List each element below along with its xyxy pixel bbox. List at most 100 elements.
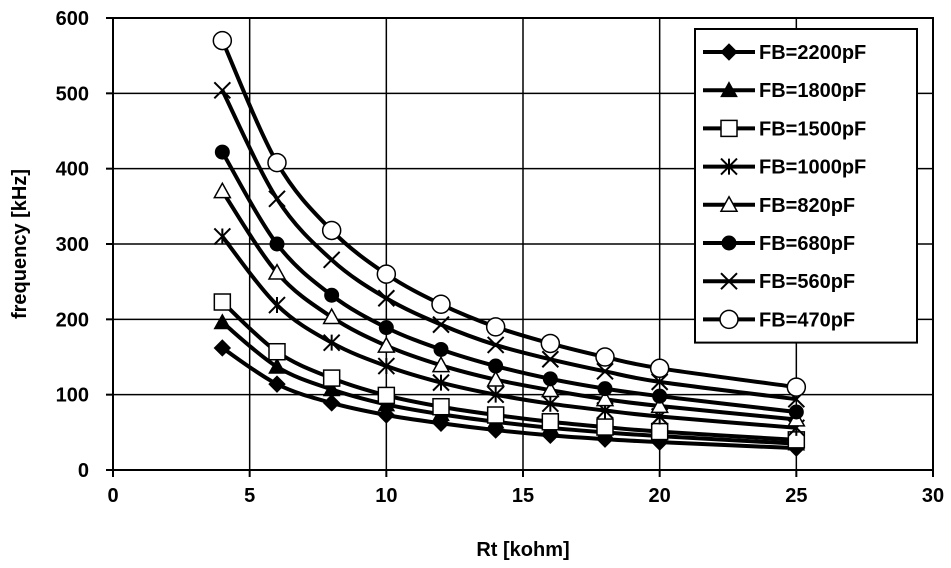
legend-label: FB=680pF [759,233,855,255]
data-point [268,375,286,393]
data-point [377,336,396,353]
series-line [220,235,797,430]
data-point [268,190,286,208]
data-point [322,380,341,397]
legend-item: FB=1000pF [703,157,866,179]
data-point [433,341,449,357]
data-point [650,396,669,414]
legend-item: FB=1500pF [703,118,866,140]
series-line [220,39,797,390]
data-point [432,373,450,392]
legend-item: FB=470pF [703,309,855,331]
data-point [377,357,396,375]
y-tick-label: 300 [56,234,89,256]
series-5 [214,144,804,420]
legend-marker [719,195,739,212]
legend-item: FB=1800pF [703,80,866,102]
y-tick-label: 0 [78,460,89,482]
series-6 [213,81,806,408]
data-point [649,358,670,379]
x-tick-label: 20 [649,485,671,507]
legend-item: FB=820pF [703,195,855,217]
legend-marker [721,235,737,251]
data-point [378,320,394,336]
series-line [220,190,797,422]
legend-marker [720,43,738,61]
data-point [650,422,669,441]
series-7 [212,30,807,397]
series-2 [213,293,806,449]
series-line [220,300,797,442]
x-axis-title: Rt [kohm] [476,539,569,561]
data-point [324,287,340,303]
data-point [486,385,505,404]
legend-label: FB=1800pF [759,80,866,102]
data-point [541,350,560,368]
data-point [322,333,341,352]
data-point [485,317,506,337]
legend-label: FB=1500pF [759,118,866,140]
data-point [268,357,286,374]
series-line [220,151,797,414]
data-point [596,362,614,381]
data-point [541,413,560,431]
data-point [595,347,615,367]
y-axis-title: frequency [kHz] [9,169,31,319]
series-line [220,89,797,402]
y-tick-label: 400 [56,159,89,181]
data-point [431,355,451,373]
series-layer [212,30,807,457]
x-tick-label: 15 [512,485,534,507]
data-point [268,296,286,314]
series-4 [213,181,806,427]
y-tick-label: 200 [56,309,89,331]
data-point [376,264,397,284]
data-point [597,381,613,397]
legend-label: FB=2200pF [759,42,866,64]
data-point [212,30,233,51]
data-point [432,397,450,416]
legend-marker [720,272,738,290]
x-tick-label: 30 [922,485,944,507]
y-tick-label: 100 [56,385,89,407]
data-point [486,370,505,387]
y-tick-label: 600 [56,8,89,30]
data-point [541,380,560,398]
data-point [214,144,230,160]
legend-label: FB=470pF [759,309,855,331]
data-point [488,358,504,374]
data-point [541,394,560,413]
legend-item: FB=680pF [703,233,855,255]
data-point [322,369,341,387]
data-point [269,236,285,252]
data-point [431,294,451,315]
legend-marker [720,119,738,138]
data-point [542,371,558,387]
data-point [786,377,807,397]
x-tick-label: 25 [785,485,807,507]
legend-marker [720,157,738,176]
data-point [213,339,232,357]
x-tick-label: 0 [107,485,118,507]
legend-item: FB=560pF [703,271,855,293]
data-point [486,406,505,424]
data-point [377,289,396,307]
data-point [268,342,286,361]
data-point [213,81,232,100]
data-point [432,315,450,334]
data-point [377,386,396,405]
legend-item: FB=2200pF [703,42,866,64]
legend-label: FB=1000pF [759,157,866,179]
series-line [221,320,797,446]
data-point [486,336,505,354]
legend: FB=2200pF FB=1800pF FB=1500pF FB=1000pF FB=8… [694,28,918,344]
legend-label: FB=820pF [759,195,855,217]
data-point [213,227,232,246]
data-point [213,293,232,311]
data-point [321,220,342,241]
legend-label: FB=560pF [759,271,855,293]
data-point [322,251,341,269]
data-point [595,389,615,407]
